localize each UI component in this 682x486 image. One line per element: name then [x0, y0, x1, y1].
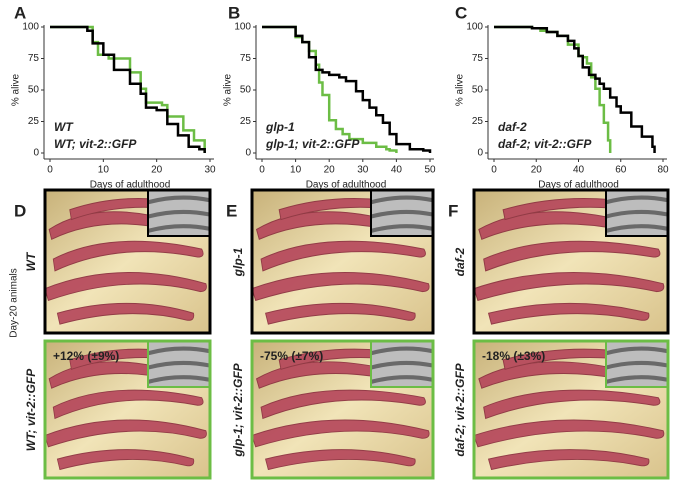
change-label: -18% (±3%) — [482, 349, 545, 363]
y-tick-label: 100 — [466, 22, 483, 33]
legend-entry: daf-2; vit-2::GFP — [498, 137, 592, 151]
x-tick-label: 10 — [290, 165, 302, 176]
x-tick-label: 20 — [531, 165, 543, 176]
y-axis-title: % alive — [223, 73, 234, 106]
x-tick-label: 40 — [573, 165, 585, 176]
x-tick-label: 20 — [324, 165, 336, 176]
y-tick-label: 50 — [240, 85, 252, 96]
y-tick-label: 75 — [28, 53, 40, 64]
image-frame — [472, 188, 670, 335]
strain-label: daf-2 — [453, 247, 467, 276]
x-tick-label: 20 — [151, 165, 163, 176]
x-tick-label: 50 — [424, 165, 436, 176]
transgenic-label: daf-2; vit-2::GFP — [453, 362, 467, 456]
transgenic-label: glp-1; vit-2::GFP — [231, 362, 245, 457]
survival-curve — [50, 25, 206, 153]
y-tick-label: 25 — [472, 116, 484, 127]
transgenic-label: WT; vit-2::GFP — [24, 368, 38, 451]
x-tick-label: 30 — [204, 165, 216, 176]
image-frame — [472, 339, 670, 480]
y-axis-title: % alive — [11, 73, 22, 106]
legend-entry: WT — [54, 120, 74, 134]
legend-entry: WT; vit-2::GFP — [54, 137, 137, 151]
survival-curve — [262, 25, 432, 153]
x-tick-label: 0 — [47, 165, 53, 176]
inset-image — [606, 190, 668, 236]
x-tick-label: 40 — [391, 165, 403, 176]
x-tick-label: 60 — [615, 165, 627, 176]
legend-entry: glp-1 — [265, 120, 295, 134]
panel-letter: B — [228, 3, 240, 22]
x-axis-title: Days of adulthood — [90, 180, 171, 191]
image-frame — [250, 339, 435, 480]
x-tick-label: 0 — [259, 165, 265, 176]
y-tick-label: 100 — [234, 22, 251, 33]
y-tick-label: 50 — [28, 85, 40, 96]
y-tick-label: 50 — [472, 85, 484, 96]
y-tick-label: 0 — [245, 148, 251, 159]
legend-entry: daf-2 — [498, 120, 527, 134]
x-tick-label: 0 — [491, 165, 497, 176]
y-tick-label: 0 — [477, 148, 483, 159]
y-tick-label: 75 — [240, 53, 252, 64]
inset-image — [148, 190, 210, 236]
row-label: Day-20 animals — [9, 268, 20, 337]
image-frame — [43, 188, 212, 335]
strain-label: WT — [24, 251, 38, 271]
panel-letter: E — [226, 201, 237, 220]
panel-letter: F — [448, 201, 458, 220]
y-tick-label: 0 — [33, 148, 39, 159]
image-frame — [43, 339, 212, 480]
x-tick-label: 30 — [357, 165, 369, 176]
inset-image — [371, 190, 433, 236]
inset-image — [606, 341, 668, 387]
survival-curve — [494, 25, 656, 153]
y-tick-label: 75 — [472, 53, 484, 64]
inset-image — [148, 341, 210, 387]
change-label: +12% (±9%) — [53, 349, 119, 363]
y-axis-title: % alive — [455, 73, 466, 106]
x-tick-label: 80 — [657, 165, 669, 176]
y-tick-label: 25 — [240, 116, 252, 127]
y-tick-label: 25 — [28, 116, 40, 127]
panel-letter: A — [14, 3, 26, 22]
image-frame — [250, 188, 435, 335]
survival-curve — [50, 25, 206, 153]
legend-entry: glp-1; vit-2::GFP — [265, 137, 360, 151]
panel-letter: C — [455, 3, 467, 22]
x-axis-title: Days of adulthood — [538, 180, 619, 191]
panel-letter: D — [14, 201, 26, 220]
change-label: -75% (±7%) — [260, 349, 323, 363]
x-tick-label: 10 — [98, 165, 110, 176]
strain-label: glp-1 — [231, 247, 245, 277]
y-tick-label: 100 — [22, 22, 39, 33]
inset-image — [371, 341, 433, 387]
x-axis-title: Days of adulthood — [306, 180, 387, 191]
